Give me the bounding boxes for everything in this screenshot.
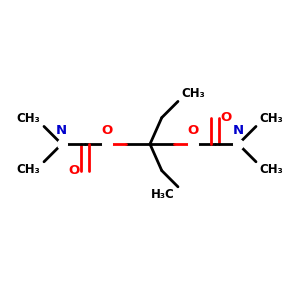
Text: CH₃: CH₃ <box>17 112 40 125</box>
Text: O: O <box>187 124 198 137</box>
Text: CH₃: CH₃ <box>260 112 283 125</box>
Text: O: O <box>68 164 79 177</box>
Text: CH₃: CH₃ <box>182 87 205 100</box>
Text: CH₃: CH₃ <box>17 163 40 176</box>
Text: N: N <box>233 124 244 137</box>
Text: O: O <box>102 124 113 137</box>
Text: H₃C: H₃C <box>151 188 174 201</box>
Text: O: O <box>221 111 232 124</box>
Text: N: N <box>56 124 67 137</box>
Text: CH₃: CH₃ <box>260 163 283 176</box>
